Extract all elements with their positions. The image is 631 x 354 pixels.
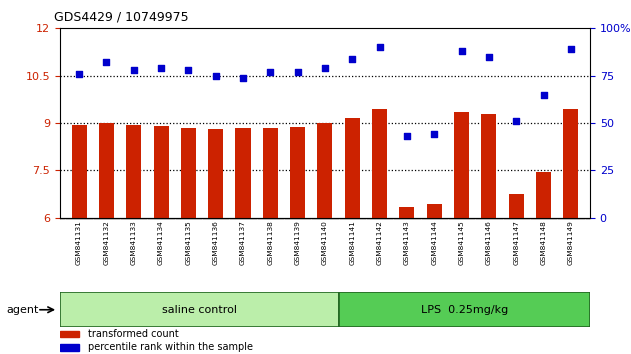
Bar bbox=[60, 344, 79, 351]
Text: saline control: saline control bbox=[162, 305, 237, 315]
Text: GSM841142: GSM841142 bbox=[377, 220, 382, 265]
Text: GSM841141: GSM841141 bbox=[350, 220, 355, 265]
Point bbox=[566, 46, 576, 52]
Text: GSM841144: GSM841144 bbox=[431, 220, 437, 264]
Point bbox=[375, 45, 385, 50]
Point bbox=[129, 67, 139, 73]
Text: GSM841138: GSM841138 bbox=[268, 220, 273, 265]
Point bbox=[320, 65, 330, 71]
Bar bbox=[372, 109, 387, 218]
Text: GSM841143: GSM841143 bbox=[404, 220, 410, 264]
Point bbox=[102, 59, 112, 65]
Bar bbox=[235, 129, 251, 218]
Bar bbox=[536, 172, 551, 218]
Text: percentile rank within the sample: percentile rank within the sample bbox=[88, 342, 253, 352]
Text: GSM841133: GSM841133 bbox=[131, 220, 137, 264]
Point bbox=[211, 73, 221, 79]
Point bbox=[538, 92, 548, 97]
Text: GSM841148: GSM841148 bbox=[541, 220, 546, 265]
Text: transformed count: transformed count bbox=[88, 329, 179, 339]
Bar bbox=[563, 109, 579, 218]
Bar bbox=[99, 123, 114, 218]
Bar bbox=[339, 292, 590, 327]
Bar bbox=[71, 125, 86, 218]
Text: GSM841145: GSM841145 bbox=[459, 220, 464, 264]
Bar bbox=[399, 207, 415, 218]
Text: GSM841136: GSM841136 bbox=[213, 220, 219, 264]
Text: agent: agent bbox=[6, 305, 38, 315]
Text: LPS  0.25mg/kg: LPS 0.25mg/kg bbox=[421, 305, 508, 315]
Text: GSM841146: GSM841146 bbox=[486, 220, 492, 264]
Point bbox=[429, 132, 439, 137]
Point bbox=[238, 75, 248, 80]
Point bbox=[511, 118, 521, 124]
Text: GSM841134: GSM841134 bbox=[158, 220, 164, 264]
Text: GSM841147: GSM841147 bbox=[513, 220, 519, 265]
Point bbox=[456, 48, 466, 54]
Bar bbox=[317, 123, 333, 218]
Bar bbox=[208, 129, 223, 218]
Bar bbox=[454, 112, 469, 218]
Text: GSM841135: GSM841135 bbox=[186, 220, 191, 264]
Bar bbox=[126, 125, 141, 218]
Text: GDS4429 / 10749975: GDS4429 / 10749975 bbox=[54, 11, 188, 24]
Bar bbox=[262, 128, 278, 218]
Point bbox=[293, 69, 303, 75]
Bar bbox=[60, 331, 79, 337]
Bar bbox=[60, 292, 339, 327]
Bar bbox=[290, 127, 305, 218]
Point bbox=[347, 56, 357, 62]
Text: GSM841132: GSM841132 bbox=[103, 220, 109, 265]
Point bbox=[484, 54, 494, 59]
Bar bbox=[481, 114, 497, 218]
Bar bbox=[509, 194, 524, 218]
Text: GSM841139: GSM841139 bbox=[295, 220, 300, 265]
Bar bbox=[345, 118, 360, 218]
Point bbox=[156, 65, 166, 71]
Point bbox=[402, 133, 412, 139]
Text: GSM841137: GSM841137 bbox=[240, 220, 246, 265]
Bar bbox=[153, 126, 168, 218]
Bar bbox=[181, 128, 196, 218]
Point bbox=[184, 67, 194, 73]
Point bbox=[265, 69, 275, 75]
Bar bbox=[427, 204, 442, 218]
Text: GSM841131: GSM841131 bbox=[76, 220, 82, 265]
Point bbox=[74, 71, 84, 76]
Text: GSM841149: GSM841149 bbox=[568, 220, 574, 265]
Text: GSM841140: GSM841140 bbox=[322, 220, 328, 265]
